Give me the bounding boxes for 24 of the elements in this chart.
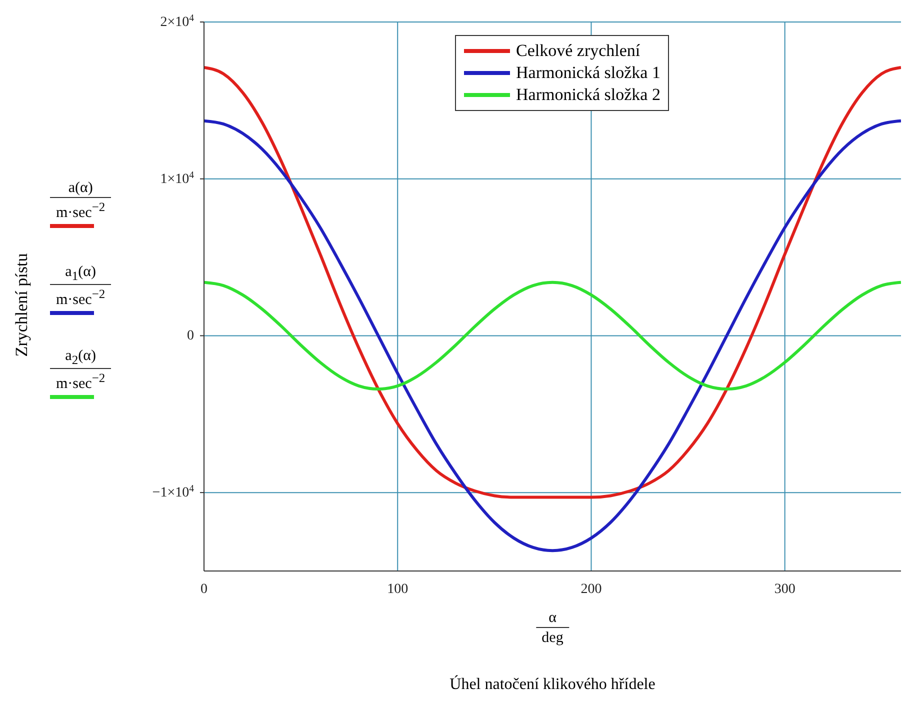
line-series <box>204 66 901 499</box>
x-axis-title: Úhel natočení klikového hřídele <box>450 676 656 694</box>
text: m·sec$^{−2}$ <box>50 197 112 222</box>
text: α <box>548 610 558 627</box>
text: a$_{1}$(α) <box>64 264 97 284</box>
x-tick-label: 200 <box>580 582 602 597</box>
y-tick-label: 2×10$^{4}$ <box>160 12 194 30</box>
legend-label: Harmonická složka 2 <box>516 85 660 105</box>
text: Zrychlení pístu <box>12 253 32 357</box>
x-tick-label: 100 <box>387 582 408 597</box>
text: deg <box>536 627 570 647</box>
text: m·sec$^{−2}$ <box>50 368 112 393</box>
text: a(α) <box>67 180 94 197</box>
x-tick-label: 0 <box>200 582 208 597</box>
text: a$_{2}$(α) <box>64 348 97 368</box>
legend-label: Harmonická složka 1 <box>516 63 660 83</box>
y-tick-label: 1×10$^{4}$ <box>160 169 194 187</box>
y-tick-label: −1×10$^{4}$ <box>152 483 194 501</box>
text: m·sec$^{−2}$ <box>50 284 112 309</box>
legend-label: Celkové zrychlení <box>516 41 640 61</box>
line-series <box>204 119 901 552</box>
y-tick-label: 0 <box>187 328 194 344</box>
x-tick-label: 300 <box>774 582 796 597</box>
line-series <box>204 280 901 391</box>
